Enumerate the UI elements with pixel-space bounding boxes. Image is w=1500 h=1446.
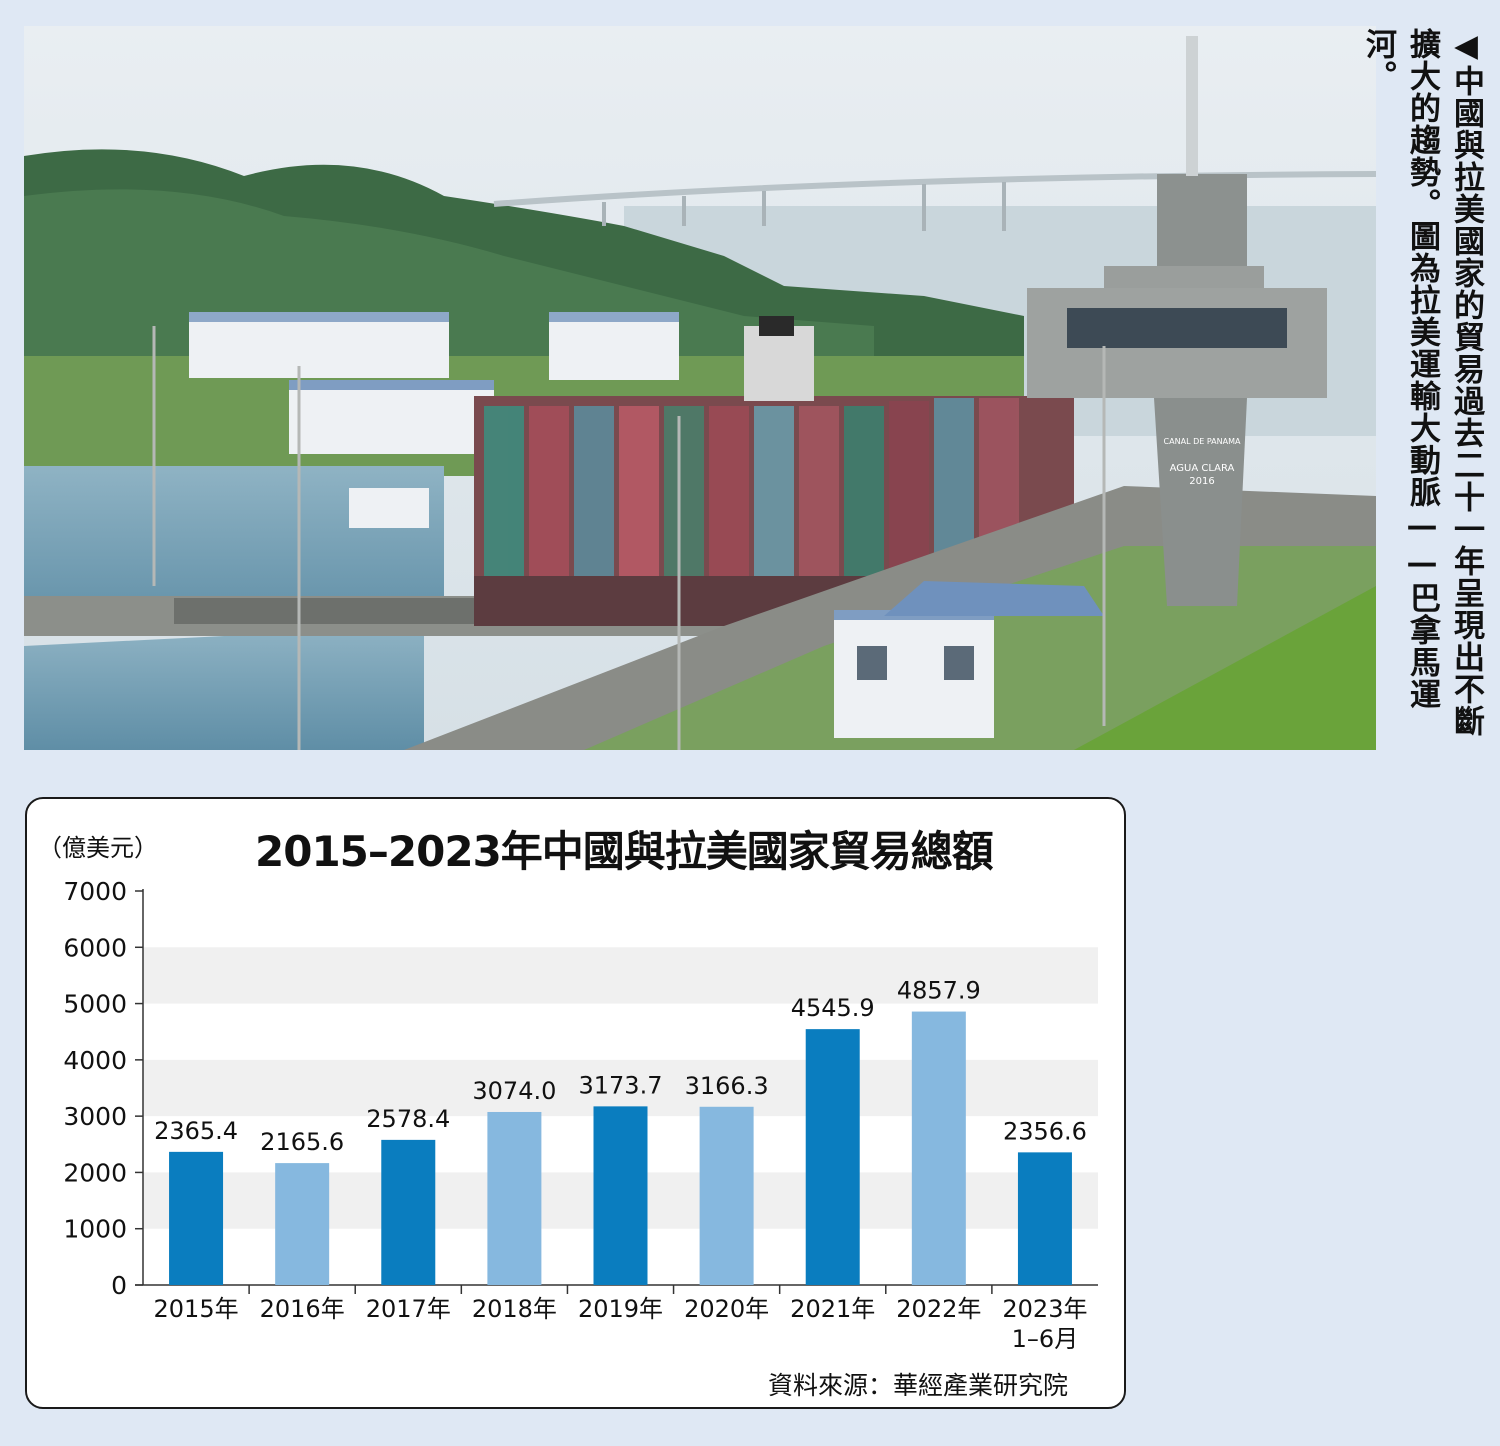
panama-canal-photo: CANAL DE PANAMA AGUA CLARA 2016: [24, 26, 1376, 750]
x-tick-label: 2022年: [896, 1295, 981, 1323]
bar: [699, 1106, 754, 1285]
bar-value-label: 3166.3: [685, 1072, 769, 1100]
x-tick-label: 2016年: [260, 1295, 345, 1323]
chart-title: 2015–2023年中國與拉美國家貿易總額: [255, 827, 994, 876]
x-tick-label: 2015年: [154, 1295, 239, 1323]
bar: [275, 1163, 330, 1285]
y-tick-label: 6000: [63, 933, 127, 962]
y-tick-label: 5000: [63, 990, 127, 1019]
bar-value-label: 2165.6: [260, 1128, 344, 1156]
bar-value-label: 4545.9: [791, 994, 875, 1022]
y-tick-label: 0: [111, 1271, 127, 1300]
y-tick-label: 7000: [63, 877, 127, 906]
bar: [487, 1111, 542, 1285]
bar-value-label: 2365.4: [154, 1117, 238, 1145]
bar: [805, 1029, 860, 1285]
x-tick-label: 2018年: [472, 1295, 557, 1323]
bar-value-label: 4857.9: [897, 977, 981, 1005]
bar-value-label: 2356.6: [1003, 1117, 1087, 1145]
tower-sign-text-2: AGUA CLARA: [1170, 463, 1235, 474]
bar-value-label: 3173.7: [579, 1071, 663, 1099]
y-tick-label: 4000: [63, 1046, 127, 1075]
x-tick-label: 1–6月: [1012, 1325, 1079, 1353]
bar-value-label: 2578.4: [366, 1105, 450, 1133]
x-tick-label: 2021年: [790, 1295, 875, 1323]
bar-value-label: 3074.0: [472, 1077, 556, 1105]
tower-sign-text-1: CANAL DE PANAMA: [1164, 437, 1241, 446]
x-tick-label: 2023年: [1002, 1295, 1087, 1323]
y-tick-label: 2000: [63, 1158, 127, 1187]
x-tick-label: 2017年: [366, 1295, 451, 1323]
grid-band: [143, 947, 1098, 1004]
y-tick-label: 3000: [63, 1102, 127, 1131]
y-tick-label: 1000: [63, 1215, 127, 1244]
bar: [593, 1106, 648, 1285]
data-source-note: 資料來源：華經產業研究院: [768, 1371, 1069, 1400]
x-tick-label: 2019年: [578, 1295, 663, 1323]
y-axis-unit-label: （億美元）: [38, 834, 158, 862]
bar: [381, 1139, 436, 1285]
bar: [169, 1151, 224, 1285]
x-tick-label: 2020年: [684, 1295, 769, 1323]
photo-caption: ◀中國與拉美國家的貿易過去二十一年呈現出不斷擴大的趨勢。圖為拉美運輸大動脈——巴…: [1360, 28, 1484, 737]
tower-sign-text-3: 2016: [1189, 476, 1214, 487]
bar: [911, 1011, 966, 1285]
bar: [1017, 1152, 1072, 1285]
